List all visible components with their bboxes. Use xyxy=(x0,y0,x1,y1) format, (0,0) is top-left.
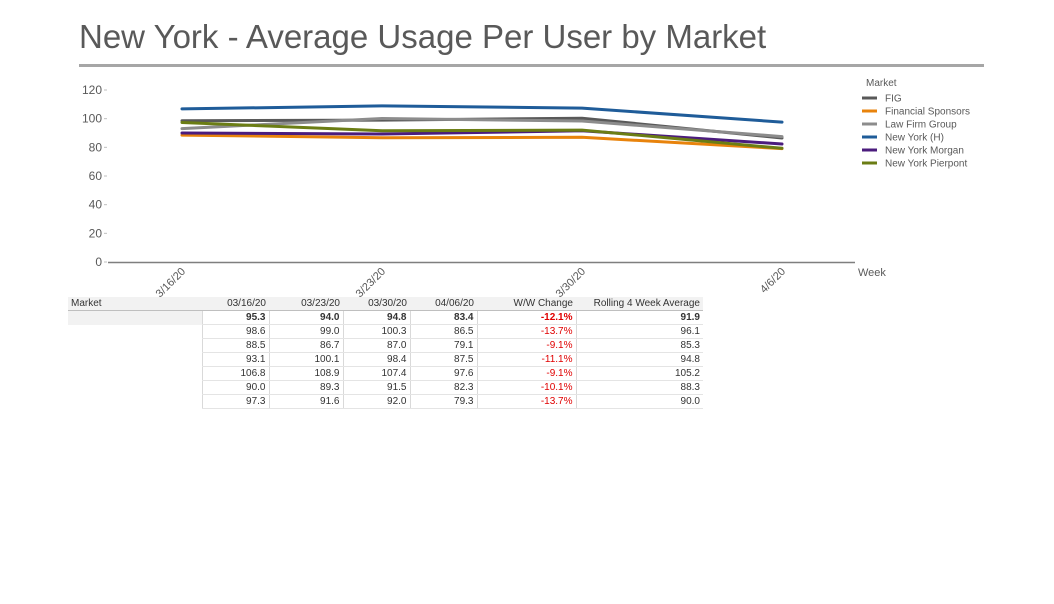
value-cell: 91.6 xyxy=(268,394,343,409)
y-tick-label: 120 xyxy=(82,83,102,97)
legend-label: Law Firm Group xyxy=(885,120,957,131)
y-tick-label: 100 xyxy=(82,112,102,126)
x-tick-label: 3/23/20 xyxy=(354,266,388,300)
ww-change-cell: -12.1% xyxy=(476,310,576,325)
value-cell: 91.5 xyxy=(342,380,410,395)
y-tick-label: 40 xyxy=(89,198,103,212)
column-header: Rolling 4 Week Average xyxy=(576,297,703,311)
value-cell: 86.7 xyxy=(268,338,343,353)
x-tick-label: 3/16/20 xyxy=(154,266,188,300)
ww-change-cell: -9.1% xyxy=(476,366,576,381)
value-cell: 82.3 xyxy=(409,380,477,395)
rolling-average-cell: 105.2 xyxy=(575,366,703,381)
value-cell: 87.5 xyxy=(409,352,477,367)
legend: Market FIG Financial Sponsors Law Firm Grou… xyxy=(862,78,970,170)
market-cell xyxy=(68,394,202,409)
value-cell: 89.3 xyxy=(268,380,343,395)
ww-change-cell: -13.7% xyxy=(476,324,576,339)
rolling-average-cell: 85.3 xyxy=(575,338,703,353)
market-cell xyxy=(68,310,202,325)
market-cell xyxy=(68,380,202,395)
value-cell: 100.1 xyxy=(268,352,343,367)
value-cell: 79.1 xyxy=(409,338,477,353)
column-header: 03/30/20 xyxy=(343,297,410,311)
ww-change-cell: -11.1% xyxy=(476,352,576,367)
title-divider xyxy=(79,64,984,67)
value-cell: 87.0 xyxy=(342,338,410,353)
y-tick-label: 0 xyxy=(95,255,102,269)
legend-label: New York (H) xyxy=(885,133,944,144)
line-chart: 0 20 40 60 80 100 120 3/16/20 3/23/20 3/30/20 4/6… xyxy=(82,78,970,300)
value-cell: 94.8 xyxy=(342,310,410,325)
column-header: W/W Change xyxy=(477,297,576,311)
value-cell: 93.1 xyxy=(201,352,269,367)
y-axis: 0 20 40 60 80 100 120 xyxy=(82,83,107,269)
market-cell xyxy=(68,324,202,339)
market-cell xyxy=(68,352,202,367)
value-cell: 92.0 xyxy=(342,394,410,409)
column-header: 03/23/20 xyxy=(269,297,343,311)
data-table: Market 03/16/20 03/23/20 03/30/20 04/06/20 W/… xyxy=(68,297,703,409)
ww-change-cell: -13.7% xyxy=(476,394,576,409)
ww-change-cell: -9.1% xyxy=(476,338,576,353)
page-title: New York - Average Usage Per User by Mar… xyxy=(79,18,767,55)
column-header: 03/16/20 xyxy=(202,297,269,311)
value-cell: 86.5 xyxy=(409,324,477,339)
series-line-new-york-h xyxy=(180,104,784,124)
market-cell xyxy=(68,366,202,381)
market-cell xyxy=(68,338,202,353)
rolling-average-cell: 96.1 xyxy=(575,324,703,339)
x-axis-title: Week xyxy=(858,267,886,279)
column-header-market: Market xyxy=(68,297,202,311)
value-cell: 94.0 xyxy=(268,310,343,325)
table-row: 93.1 100.1 98.4 87.5 -11.1% 94.8 xyxy=(68,352,703,367)
value-cell: 98.4 xyxy=(342,352,410,367)
table-body: 95.3 94.0 94.8 83.4 -12.1% 91.9 98.6 99.0 100.3 8… xyxy=(68,310,703,409)
x-axis: 3/16/20 3/23/20 3/30/20 4/6/20 Week xyxy=(108,261,886,300)
value-cell: 97.3 xyxy=(201,394,269,409)
legend-title: Market xyxy=(866,78,897,89)
series-lines xyxy=(180,104,784,151)
value-cell: 106.8 xyxy=(201,366,269,381)
rolling-average-cell: 88.3 xyxy=(575,380,703,395)
table-row: 90.0 89.3 91.5 82.3 -10.1% 88.3 xyxy=(68,380,703,395)
legend-label: New York Pierpont xyxy=(885,159,967,170)
series-line-new-york-morgan xyxy=(180,129,784,146)
rolling-average-cell: 91.9 xyxy=(575,310,703,325)
table-row: 97.3 91.6 92.0 79.3 -13.7% 90.0 xyxy=(68,394,703,409)
table-row: 88.5 86.7 87.0 79.1 -9.1% 85.3 xyxy=(68,338,703,353)
rolling-average-cell: 94.8 xyxy=(575,352,703,367)
value-cell: 79.3 xyxy=(409,394,477,409)
value-cell: 83.4 xyxy=(409,310,477,325)
rolling-average-cell: 90.0 xyxy=(575,394,703,409)
table-row: 106.8 108.9 107.4 97.6 -9.1% 105.2 xyxy=(68,366,703,381)
table-row: 98.6 99.0 100.3 86.5 -13.7% 96.1 xyxy=(68,324,703,339)
value-cell: 88.5 xyxy=(201,338,269,353)
value-cell: 97.6 xyxy=(409,366,477,381)
value-cell: 99.0 xyxy=(268,324,343,339)
y-tick-label: 80 xyxy=(89,140,103,154)
y-tick-label: 20 xyxy=(89,226,103,240)
ww-change-cell: -10.1% xyxy=(476,380,576,395)
legend-label: New York Morgan xyxy=(885,146,964,157)
series-line-financial-sponsors xyxy=(180,133,784,151)
column-header: 04/06/20 xyxy=(410,297,477,311)
series-line-law-firm-group xyxy=(180,117,784,139)
value-cell: 108.9 xyxy=(268,366,343,381)
table-total-row: 95.3 94.0 94.8 83.4 -12.1% 91.9 xyxy=(68,310,703,325)
value-cell: 95.3 xyxy=(201,310,269,325)
value-cell: 98.6 xyxy=(201,324,269,339)
legend-label: Financial Sponsors xyxy=(885,107,970,118)
value-cell: 90.0 xyxy=(201,380,269,395)
legend-label: FIG xyxy=(885,94,902,105)
y-tick-label: 60 xyxy=(89,169,103,183)
x-tick-label: 4/6/20 xyxy=(758,266,788,296)
x-tick-label: 3/30/20 xyxy=(554,266,588,300)
table-header-row: Market 03/16/20 03/23/20 03/30/20 04/06/20 W/… xyxy=(68,297,703,311)
value-cell: 100.3 xyxy=(342,324,410,339)
series-line-new-york-pierpont xyxy=(180,121,784,150)
value-cell: 107.4 xyxy=(342,366,410,381)
